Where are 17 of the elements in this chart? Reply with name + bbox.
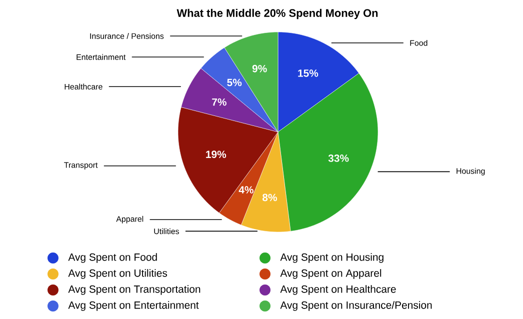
legend-label: Avg Spent on Utilities — [68, 269, 168, 279]
legend-label: Avg Spent on Housing — [280, 253, 384, 263]
data-label: 19% — [206, 150, 226, 158]
legend-label: Avg Spent on Apparel — [280, 269, 382, 279]
data-label: 15% — [298, 70, 318, 77]
legend-label: Avg Spent on Entertainment — [68, 301, 199, 311]
legend-label: Avg Spent on Food — [68, 253, 157, 263]
chart-title: What the Middle 20% Spend Money On — [176, 8, 378, 20]
legend-label: Avg Spent on Healthcare — [280, 285, 396, 295]
data-label: 5% — [227, 78, 242, 86]
legend-label: Avg Spent on Insurance/Pension — [280, 301, 432, 311]
data-label: 9% — [252, 64, 267, 72]
data-label: 33% — [328, 154, 349, 162]
data-label: 7% — [212, 98, 226, 106]
legend-label: Avg Spent on Transportation — [68, 285, 200, 295]
data-label: 8% — [262, 194, 278, 202]
data-label: 4% — [238, 186, 254, 194]
